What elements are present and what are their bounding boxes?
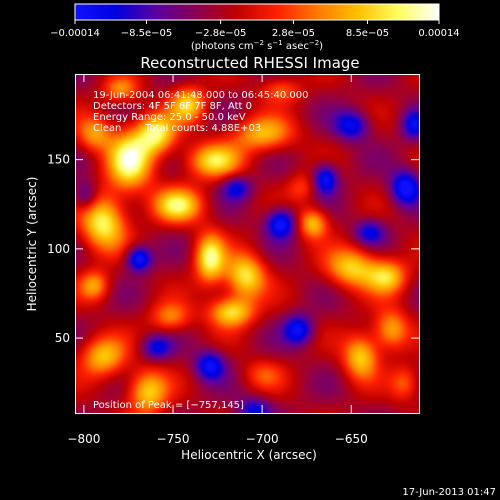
colorbar-tick-label: −0.00014 bbox=[50, 28, 100, 39]
heatmap-plot bbox=[75, 74, 420, 414]
x-tick-label: −750 bbox=[157, 432, 190, 446]
footer-date: 17-Jun-2013 01:47 bbox=[402, 487, 496, 498]
colorbar-units: (photons cm−2 s−1 asec−2) bbox=[191, 39, 323, 52]
x-tick-label: −800 bbox=[67, 432, 100, 446]
time-range-text: 19-Jun-2004 06:41:48.000 to 06:45:40.000 bbox=[93, 90, 309, 101]
plot-frame bbox=[75, 74, 420, 414]
x-axis: −800 −750 −700 −650 bbox=[67, 74, 368, 446]
y-axis: 50 100 150 bbox=[47, 153, 419, 345]
method-text: Clean bbox=[93, 123, 121, 134]
y-tick-label: 100 bbox=[47, 242, 70, 256]
colorbar-tick-label: 2.8e−05 bbox=[272, 28, 315, 39]
colorbar-ticks: −0.00014 −8.5e−05 −2.8e−05 2.8e−05 8.5e−05 0.… bbox=[50, 20, 460, 39]
x-axis-label: Heliocentric X (arcsec) bbox=[181, 448, 317, 462]
peak-position-text: Position of Peak = [−757,145] bbox=[93, 400, 244, 411]
colorbar-gradient bbox=[74, 3, 440, 21]
y-axis-label: Heliocentric Y (arcsec) bbox=[25, 177, 39, 312]
y-tick-label: 50 bbox=[55, 331, 70, 345]
total-counts-text: Total counts: 4.88E+03 bbox=[144, 123, 261, 134]
info-overlay: 19-Jun-2004 06:41:48.000 to 06:45:40.000… bbox=[93, 90, 309, 411]
colorbar-tick-label: 8.5e−05 bbox=[346, 28, 389, 39]
x-tick-label: −700 bbox=[246, 432, 279, 446]
chart-title: Reconstructed RHESSI Image bbox=[140, 54, 359, 72]
colorbar-tick-label: −2.8e−05 bbox=[195, 28, 247, 39]
colorbar-tick-label: −8.5e−05 bbox=[121, 28, 173, 39]
detectors-text: Detectors: 4F 5F 6F 7F 8F, Att 0 bbox=[93, 101, 252, 112]
y-tick-label: 150 bbox=[47, 153, 70, 167]
colorbar-tick-label: 0.00014 bbox=[418, 28, 459, 39]
heatmap-image bbox=[76, 75, 419, 413]
energy-range-text: Energy Range: 25.0 - 50.0 keV bbox=[93, 112, 246, 123]
colorbar: −0.00014 −8.5e−05 −2.8e−05 2.8e−05 8.5e−05 0.… bbox=[50, 3, 460, 52]
x-tick-label: −650 bbox=[335, 432, 368, 446]
